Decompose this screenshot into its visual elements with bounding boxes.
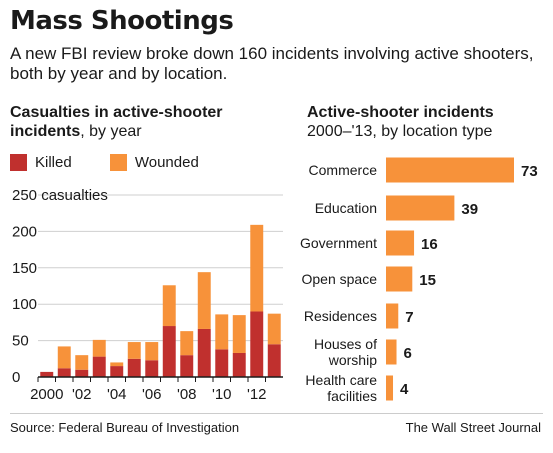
right-title-subtitle: 2000–'13, by location type — [307, 123, 493, 140]
bar-wounded — [145, 342, 159, 361]
bar-wounded — [75, 355, 89, 370]
x-tick-label: '12 — [247, 386, 267, 403]
location-value-label: 73 — [521, 163, 538, 180]
x-tick-label: '10 — [212, 386, 232, 403]
location-category-label: Health care — [305, 372, 377, 388]
legend-item-killed: Killed — [10, 154, 72, 171]
location-chart: 73 Commerce 39 Education 16 Government 15 Open … — [300, 157, 538, 404]
location-category-label: Houses of — [314, 336, 377, 352]
bar-wounded — [215, 314, 229, 350]
bar-wounded — [232, 315, 246, 353]
publisher-credit: The Wall Street Journal — [405, 420, 541, 435]
legend-item-wounded: Wounded — [109, 154, 199, 171]
chart-dek: A new FBI review broke down 160 incident… — [10, 44, 534, 83]
bar-killed — [110, 366, 124, 377]
location-category-label: Commerce — [309, 162, 378, 178]
location-category-label: Open space — [302, 271, 378, 287]
y-tick-label: 0 — [12, 369, 20, 386]
location-bar — [386, 266, 413, 292]
bar-wounded — [267, 313, 281, 345]
location-bar — [386, 375, 394, 401]
location-category-label: worship — [328, 352, 377, 368]
y-tick-label: 250 casualties — [12, 187, 108, 204]
location-value-label: 7 — [405, 309, 413, 326]
casualties-chart: 0 50 100 150 200 250 casualties 2000 '02 '04 '06 '… — [12, 187, 283, 403]
location-category-label: Government — [300, 235, 377, 251]
bar-killed — [145, 360, 159, 377]
bar-wounded — [57, 346, 71, 369]
location-category-label: Residences — [304, 308, 377, 324]
source-note: Source: Federal Bureau of Investigation — [10, 420, 240, 435]
y-tick-label: 150 — [12, 260, 37, 277]
location-bar — [386, 195, 455, 221]
bar-killed — [92, 356, 106, 377]
x-tick-label: '08 — [177, 386, 197, 403]
location-value-label: 15 — [419, 272, 436, 289]
location-bar — [386, 157, 514, 183]
bar-wounded — [197, 272, 211, 329]
left-chart-title: Casualties in active-shooter incidents, … — [10, 103, 280, 141]
bar-wounded — [127, 342, 141, 359]
y-tick-label: 50 — [12, 333, 29, 350]
chart-headline: Mass Shootings — [10, 6, 234, 36]
location-value-label: 6 — [404, 345, 412, 362]
x-tick-label: '06 — [142, 386, 162, 403]
location-value-label: 39 — [461, 201, 478, 218]
x-tick-label: '02 — [72, 386, 92, 403]
left-title-rest: , by year — [80, 123, 142, 140]
right-chart-title: Active-shooter incidents 2000–'13, by lo… — [307, 103, 547, 141]
x-tick-label: '04 — [107, 386, 127, 403]
bar-wounded — [110, 362, 124, 367]
legend: Killed Wounded — [10, 154, 233, 175]
location-bar — [386, 339, 397, 365]
bar-killed — [215, 349, 229, 377]
left-title-bold: Casualties in active-shooter incidents — [10, 104, 223, 140]
bar-killed — [232, 352, 246, 377]
bar-killed — [40, 371, 54, 377]
legend-label-wounded: Wounded — [134, 154, 199, 171]
legend-swatch-wounded — [109, 154, 127, 171]
location-category-label: facilities — [327, 388, 377, 404]
location-bar — [386, 230, 415, 256]
bar-killed — [162, 326, 176, 377]
bar-killed — [57, 368, 71, 377]
footer-rule — [10, 413, 543, 414]
bar-wounded — [180, 331, 194, 356]
location-category-label: Education — [315, 200, 377, 216]
bar-killed — [127, 358, 141, 377]
location-value-label: 16 — [421, 236, 438, 253]
bar-wounded — [162, 285, 176, 327]
x-tick-label: 2000 — [30, 386, 63, 403]
bar-killed — [250, 311, 264, 377]
right-title-bold: Active-shooter incidents — [307, 104, 494, 121]
bar-killed — [197, 328, 211, 377]
y-tick-label: 100 — [12, 296, 37, 313]
legend-swatch-killed — [10, 154, 27, 171]
bar-killed — [75, 369, 89, 377]
y-tick-label: 200 — [12, 223, 37, 240]
legend-label-killed: Killed — [35, 154, 72, 171]
bar-wounded — [250, 224, 264, 312]
bar-killed — [180, 355, 194, 377]
bar-wounded — [92, 339, 106, 357]
location-bar — [386, 303, 399, 329]
location-value-label: 4 — [400, 381, 409, 398]
bar-killed — [267, 344, 281, 377]
